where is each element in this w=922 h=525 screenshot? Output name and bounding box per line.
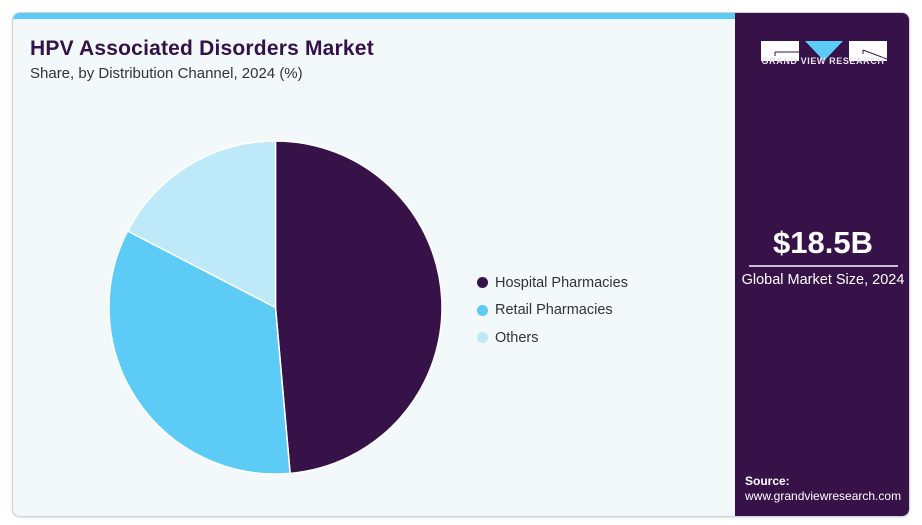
divider (749, 265, 898, 267)
source-link[interactable]: www.grandviewresearch.com (745, 489, 902, 503)
legend-item-others: Others (477, 324, 628, 352)
pie-slice-others (126, 140, 277, 309)
pie-slice-hospital-pharmacies (274, 140, 443, 475)
legend-swatch (477, 332, 488, 344)
market-size-value: $18.5B (773, 225, 873, 260)
legend-label: Retail Pharmacies (495, 302, 613, 319)
chart-area: HPV Associated Disorders Market Share, b… (13, 19, 735, 516)
logo-text: GRAND VIEW RESEARCH (761, 56, 885, 66)
legend: Hospital Pharmacies Retail Pharmacies Ot… (477, 269, 628, 352)
legend-item-hospital-pharmacies: Hospital Pharmacies (477, 269, 628, 297)
legend-label: Hospital Pharmacies (495, 274, 628, 291)
pie-chart (108, 140, 443, 475)
grand-view-research-logo (761, 41, 887, 61)
legend-label: Others (495, 329, 539, 346)
chart-card: HPV Associated Disorders Market Share, b… (12, 12, 910, 517)
legend-item-retail-pharmacies: Retail Pharmacies (477, 297, 628, 325)
sidebar-panel: GRAND VIEW RESEARCH $18.5B Global Market… (735, 13, 909, 516)
market-size-label: Global Market Size, 2024 (741, 272, 905, 288)
legend-swatch (477, 304, 488, 316)
accent-bar (13, 13, 735, 19)
chart-subtitle: Share, by Distribution Channel, 2024 (%) (30, 65, 303, 82)
legend-swatch (477, 277, 488, 289)
chart-title: HPV Associated Disorders Market (30, 37, 374, 60)
source-label: Source: (745, 474, 790, 488)
